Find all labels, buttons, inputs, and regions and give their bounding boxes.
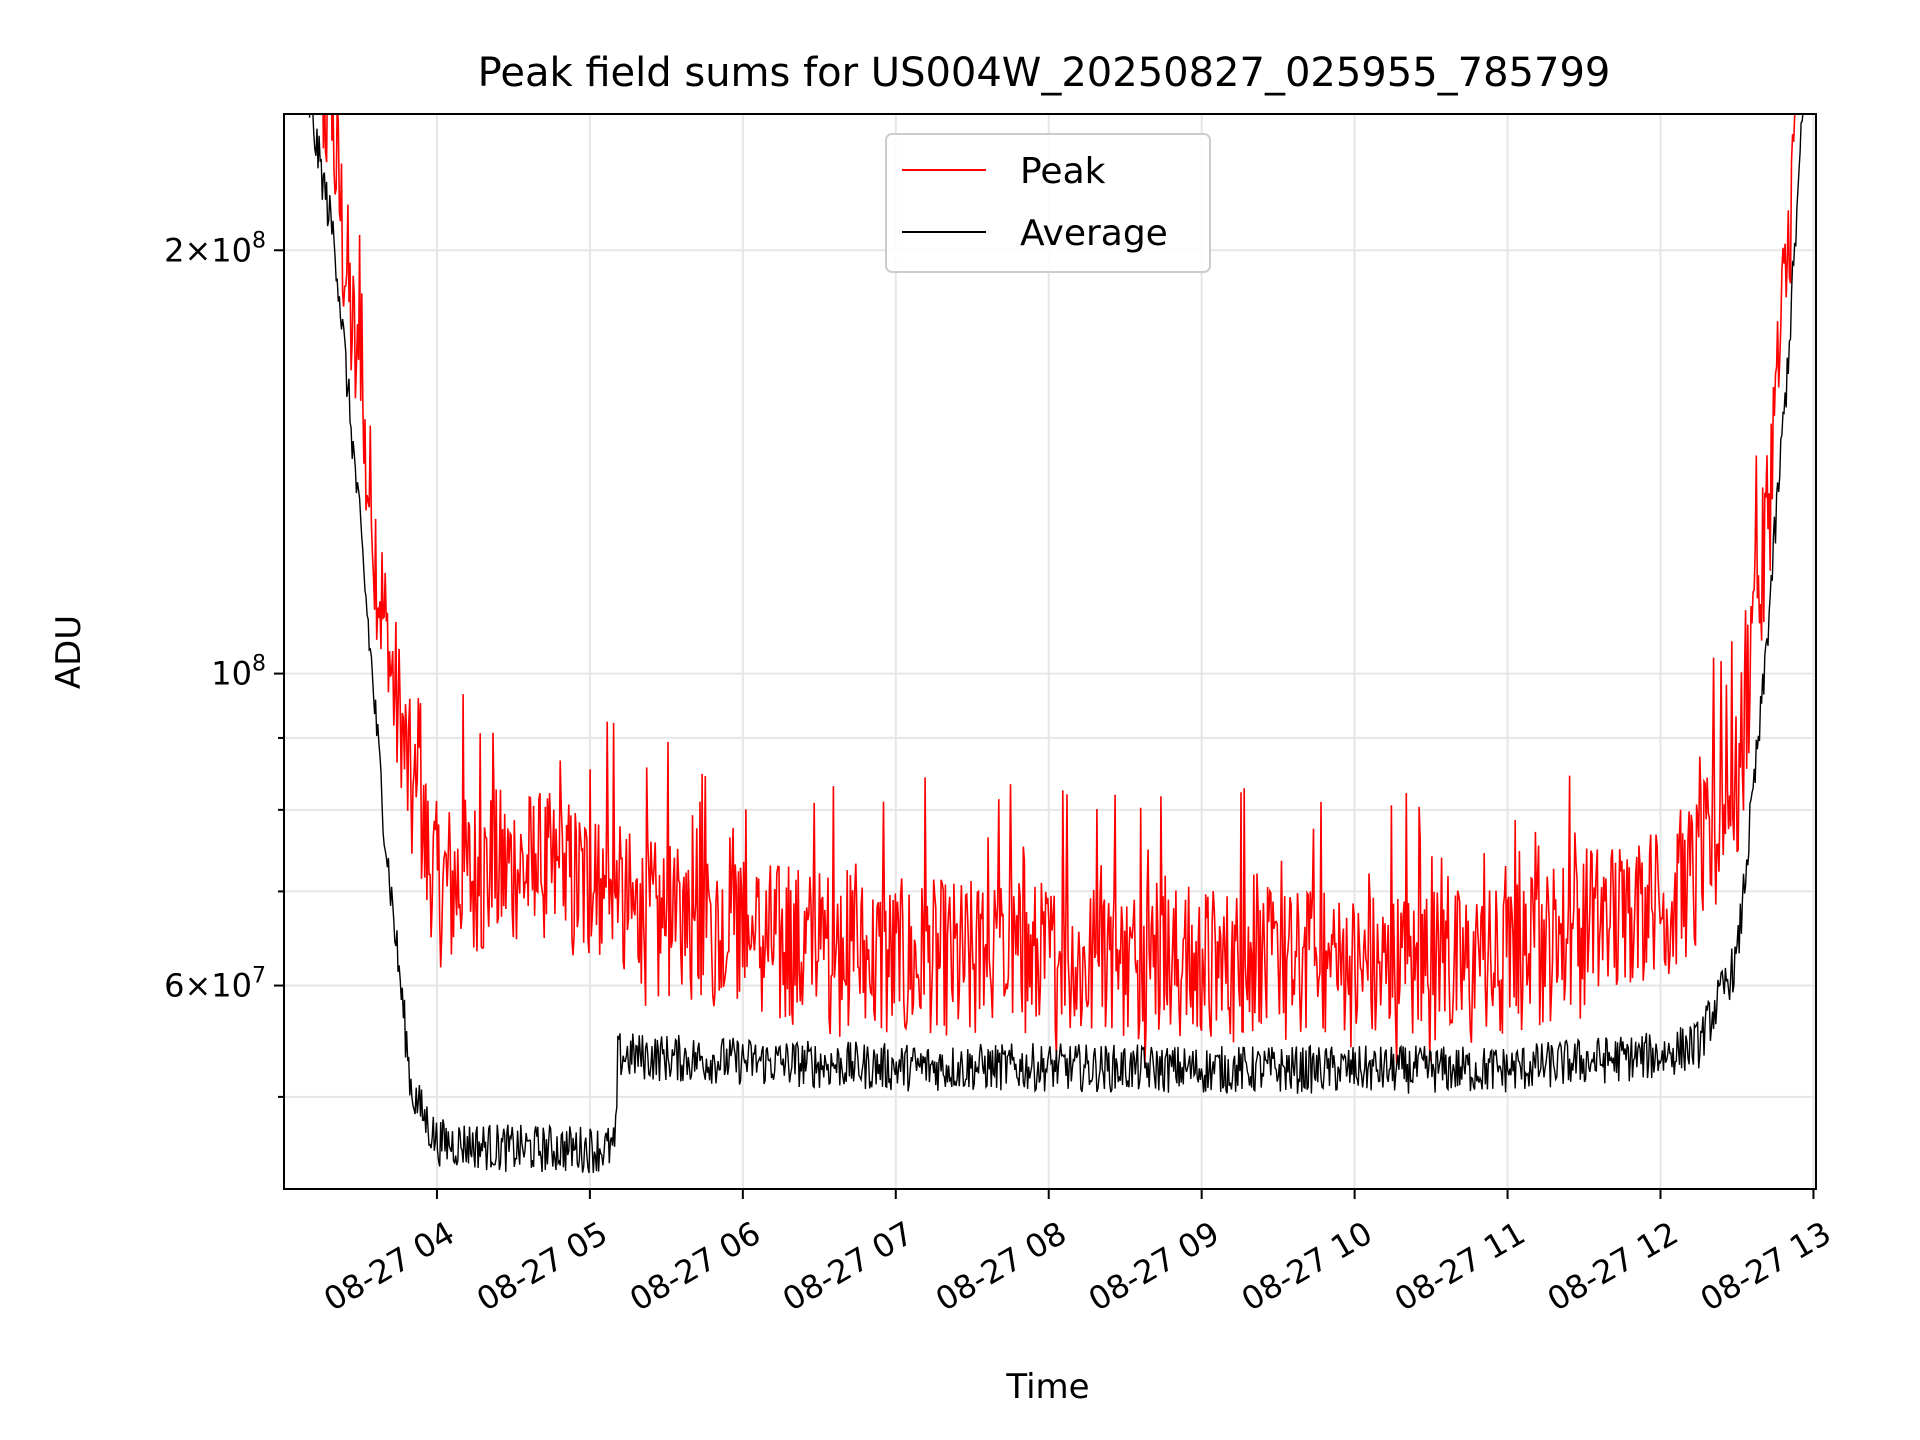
grid [284,114,1816,1189]
y-tick-label: 2×108 [164,228,266,269]
y-tick-label: 108 [211,652,266,693]
plot-frame [283,113,1817,1190]
x-axis-label: Time [1005,1367,1089,1407]
y-tick-exponent: 8 [252,228,266,253]
y-tick-exponent: 7 [252,964,266,989]
series-line-average [308,114,1804,1174]
legend-box [885,133,1211,273]
legend: Peak Average [885,133,1211,273]
legend-label-average: Average [1020,213,1168,254]
y-tick-base: 2×10 [164,231,252,269]
y-tick-label: 6×107 [164,964,266,1005]
y-tick-exponent: 8 [252,652,266,677]
plot-series [308,114,1804,1174]
y-axis-label: ADU [49,615,89,689]
y-tick-base: 6×10 [164,967,252,1005]
legend-label-peak: Peak [1020,151,1106,192]
chart-title: Peak field sums for US004W_20250827_0259… [478,50,1611,96]
y-tick-base: 10 [211,655,252,693]
